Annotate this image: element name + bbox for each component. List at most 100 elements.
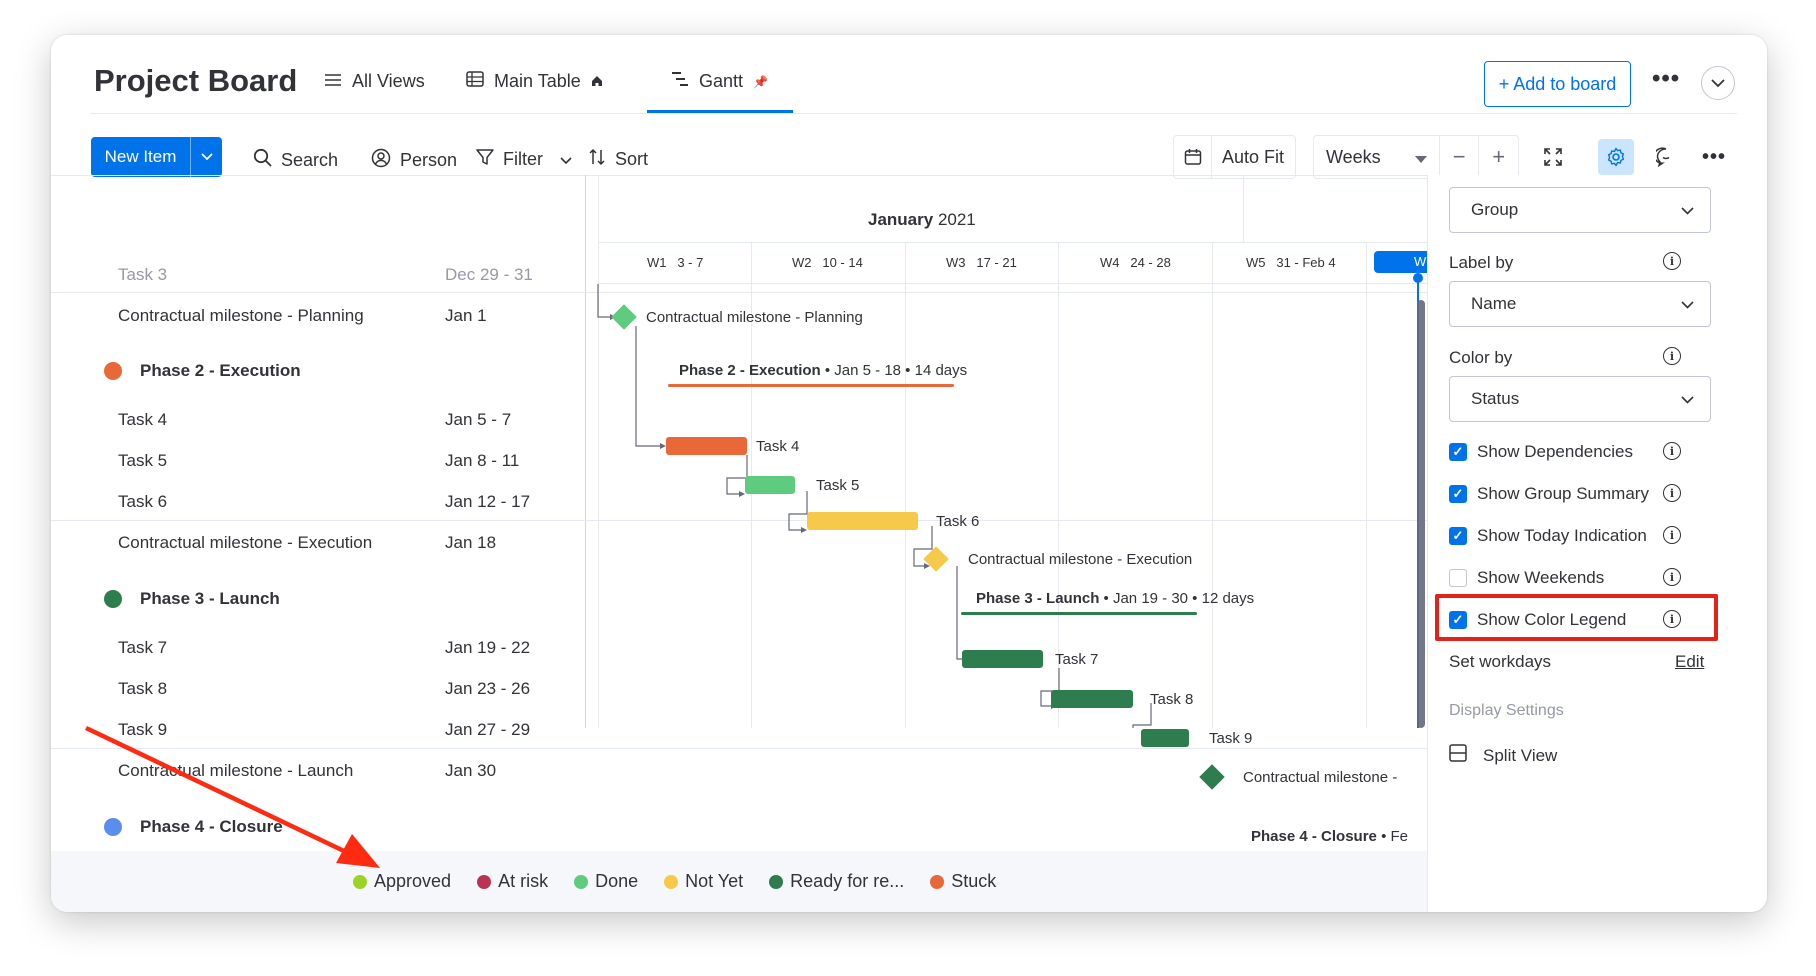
table-row-name[interactable]: Task 7 (118, 638, 168, 657)
tab-gantt-label: Gantt (699, 71, 744, 91)
checkbox-checked-icon[interactable]: ✓ (1449, 485, 1467, 503)
show-color-legend-checkbox[interactable]: ✓ Show Color Legend (1449, 610, 1626, 630)
zoom-out-button[interactable]: − (1438, 136, 1479, 178)
info-icon[interactable]: i (1663, 484, 1681, 502)
chevron-down-icon[interactable] (1701, 66, 1735, 100)
checkbox-unchecked-icon[interactable] (1449, 569, 1467, 587)
task-bar[interactable] (745, 476, 795, 494)
timescale-select[interactable]: Weeks − + (1313, 135, 1519, 179)
checkbox-checked-icon[interactable]: ✓ (1449, 527, 1467, 545)
gantt-scrollbar[interactable] (1417, 300, 1425, 728)
color-by-select[interactable]: Status (1449, 376, 1711, 422)
gantt-item-label: Task 4 (756, 438, 800, 455)
person-filter-button[interactable]: Person (371, 148, 457, 173)
auto-fit-button[interactable]: Auto Fit (1173, 135, 1296, 179)
group-select[interactable]: Group (1449, 187, 1711, 233)
table-row-name[interactable]: Task 3 (118, 265, 168, 284)
info-icon[interactable]: i (1663, 252, 1681, 270)
table-row-name[interactable]: Contractual milestone - Planning (118, 306, 364, 325)
show-today-indication-checkbox[interactable]: ✓ Show Today Indication (1449, 526, 1647, 546)
pin-icon: 📌 (753, 74, 768, 89)
week-label: W4 24 - 28 (1100, 255, 1171, 270)
collapse-left-icon[interactable]: › (51, 67, 59, 91)
more-options-icon[interactable]: ••• (1652, 65, 1681, 92)
legend-swatch (353, 874, 367, 889)
table-row-name[interactable]: Task 5 (118, 451, 168, 470)
info-icon[interactable]: i (1663, 347, 1681, 365)
tab-main-table[interactable]: Main Table (466, 71, 603, 92)
info-icon[interactable]: i (1663, 442, 1681, 460)
settings-gear-icon[interactable] (1598, 139, 1634, 175)
legend-item: Not Yet (664, 871, 743, 892)
sort-button[interactable]: Sort (588, 148, 648, 171)
checkbox-checked-icon[interactable]: ✓ (1449, 611, 1467, 629)
chevron-down-icon[interactable] (190, 137, 222, 177)
gantt-week-divider (598, 283, 1427, 284)
task-bar[interactable] (1141, 729, 1189, 747)
search-button[interactable]: Search (253, 148, 338, 172)
new-item-button[interactable]: New Item (91, 137, 222, 177)
menu-icon (324, 71, 342, 92)
more-options-icon[interactable]: ••• (1701, 145, 1726, 168)
filter-button[interactable]: Filter (476, 148, 572, 171)
show-group-summary-checkbox[interactable]: ✓ Show Group Summary (1449, 484, 1649, 504)
week-label: W3 17 - 21 (946, 255, 1017, 270)
info-icon[interactable]: i (1663, 610, 1681, 628)
group-divider (51, 748, 1427, 749)
group-summary-name: Phase 4 - Closure (1251, 828, 1377, 845)
task-bar[interactable] (666, 437, 747, 455)
chevron-down-icon[interactable] (560, 149, 572, 170)
week-label: W2 10 - 14 (792, 255, 863, 270)
tab-all-views[interactable]: All Views (324, 71, 425, 92)
search-label: Search (281, 149, 339, 170)
caret-down-icon (1414, 147, 1427, 168)
board-title[interactable]: Project Board (94, 63, 298, 98)
milestone-marker[interactable] (1199, 764, 1225, 790)
gantt-month-name: January (868, 210, 934, 229)
gantt-month-divider (598, 242, 1427, 243)
show-weekends-checkbox[interactable]: Show Weekends (1449, 568, 1604, 588)
gantt-item-label: Contractual milestone - Execution (968, 551, 1193, 568)
table-row-name[interactable]: Task 6 (118, 492, 168, 511)
table-row-date: Jan 5 - 7 (445, 410, 512, 429)
info-icon[interactable]: i (1663, 526, 1681, 544)
task-bar[interactable] (807, 512, 918, 530)
group-summary-name: Phase 3 - Launch (976, 590, 1100, 607)
task-bar[interactable] (1051, 690, 1133, 708)
show-dependencies-checkbox[interactable]: ✓ Show Dependencies (1449, 442, 1633, 462)
table-row-name[interactable]: Contractual milestone - Launch (118, 761, 354, 780)
group-title[interactable]: Phase 4 - Closure (140, 817, 283, 836)
edit-workdays-link[interactable]: Edit (1675, 652, 1705, 671)
checkbox-checked-icon[interactable]: ✓ (1449, 443, 1467, 461)
info-icon[interactable]: i (1663, 568, 1681, 586)
table-row-name[interactable]: Contractual milestone - Execution (118, 533, 373, 552)
tab-gantt[interactable]: Gantt 📌 (671, 71, 768, 92)
table-row-name[interactable]: Task 4 (118, 410, 168, 429)
add-to-board-button[interactable]: + Add to board (1484, 61, 1631, 107)
gantt-month-boundary (1243, 175, 1244, 242)
table-row-date: Jan 18 (445, 533, 497, 552)
sort-label: Sort (615, 149, 649, 169)
task-bar[interactable] (962, 650, 1043, 668)
week-gridline (905, 242, 906, 728)
chat-bubble-icon[interactable] (1648, 139, 1684, 175)
week-gridline (1366, 242, 1367, 728)
table-row-name[interactable]: Task 8 (118, 679, 168, 698)
split-view-option[interactable]: Split View (1449, 744, 1557, 767)
legend-item: Ready for re... (769, 871, 904, 892)
group-summary-bar[interactable] (961, 612, 1197, 615)
label-by-select[interactable]: Name (1449, 281, 1711, 327)
timescale-value[interactable]: Weeks (1314, 147, 1439, 168)
group-color-dot (104, 590, 122, 608)
fullscreen-icon[interactable] (1535, 139, 1571, 175)
timescale-label: Weeks (1326, 146, 1381, 167)
table-row-date: Jan 19 - 22 (445, 638, 531, 657)
group-summary-bar[interactable] (668, 384, 954, 387)
legend-item: At risk (477, 871, 548, 892)
zoom-in-button[interactable]: + (1478, 136, 1518, 178)
group-title[interactable]: Phase 2 - Execution (140, 361, 301, 380)
table-row-date: Jan 30 (445, 761, 497, 780)
split-view-icon (1449, 744, 1467, 767)
group-title[interactable]: Phase 3 - Launch (140, 589, 280, 608)
